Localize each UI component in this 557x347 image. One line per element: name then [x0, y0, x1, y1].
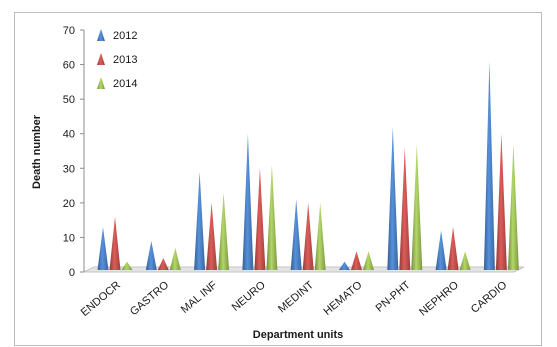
y-tick-label: 10: [63, 232, 75, 244]
bar-2014-hemato: [363, 251, 374, 270]
x-tick-label: HEMATO: [321, 279, 364, 318]
bar-2012-hemato: [339, 261, 350, 270]
bar-2013-pn-pht: [399, 147, 411, 270]
y-tick-label: 30: [63, 163, 75, 175]
y-axis-title: Death number: [31, 114, 43, 189]
bar-2012-gastro: [145, 240, 157, 270]
legend-label: 2013: [113, 54, 137, 66]
legend-swatch: [97, 77, 105, 89]
bar-2012-neuro: [242, 133, 254, 270]
bar-2013-medint: [302, 202, 314, 270]
chart-frame: [14, 12, 542, 346]
y-tick-label: 40: [63, 129, 75, 141]
legend-label: 2014: [113, 78, 137, 90]
bar-2013-nephro: [447, 227, 459, 270]
x-tick-label: CARDIO: [469, 279, 510, 316]
bar-2014-cardio: [507, 144, 519, 270]
y-tick-label: 20: [63, 198, 75, 210]
bar-2014-pn-pht: [411, 144, 423, 270]
y-tick-label: 0: [69, 267, 75, 279]
bar-2013-gastro: [157, 258, 169, 270]
x-axis-labels: ENDOCR GASTRO MAL INF NEURO MEDINT HEMATO PN-P…: [79, 279, 510, 319]
x-tick-label: MEDINT: [276, 279, 316, 315]
bar-2014-endocr: [121, 261, 133, 270]
y-tick-label: 60: [63, 60, 75, 72]
bar-2012-pn-pht: [387, 126, 399, 270]
y-tick-label: 70: [63, 25, 75, 37]
bar-2014-neuro: [266, 164, 278, 270]
legend-swatch: [97, 29, 105, 41]
bar-2012-nephro: [435, 230, 447, 270]
x-tick-label: NEURO: [230, 279, 268, 314]
x-tick-label: MAL INF: [179, 279, 220, 316]
bar-2013-hemato: [351, 251, 362, 270]
bar-2012-mal-inf: [194, 171, 206, 270]
x-tick-label: PN-PHT: [374, 279, 413, 315]
bar-2013-neuro: [254, 168, 266, 270]
y-axis-ticks: 0 10 20 30 40 50 60 70: [63, 25, 84, 279]
y-tick-label: 50: [63, 94, 75, 106]
bar-2012-cardio: [483, 61, 495, 270]
bar-2014-mal-inf: [218, 192, 230, 270]
bar-2013-endocr: [109, 216, 121, 270]
bars: [97, 61, 519, 270]
x-tick-label: GASTRO: [128, 279, 172, 318]
bar-2012-endocr: [97, 227, 109, 270]
legend-swatch: [97, 53, 105, 65]
legend-label: 2012: [113, 30, 137, 42]
bar-2013-mal-inf: [206, 202, 218, 270]
bar-2014-gastro: [169, 247, 181, 270]
x-tick-label: ENDOCR: [79, 279, 123, 319]
bar-2012-medint: [290, 199, 302, 270]
bar-2014-medint: [314, 202, 326, 270]
x-axis-title: Department units: [253, 329, 343, 341]
bar-2014-nephro: [459, 251, 471, 270]
bar-2013-cardio: [495, 133, 507, 270]
legend: 2012 2013 2014: [97, 29, 137, 90]
x-tick-label: NEPHRO: [417, 279, 461, 319]
